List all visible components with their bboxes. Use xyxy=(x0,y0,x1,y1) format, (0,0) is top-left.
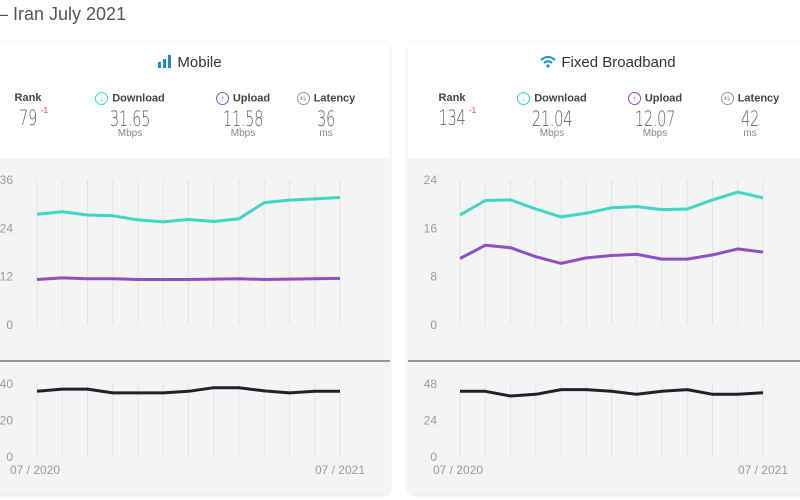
y-tick-label: 12 xyxy=(0,270,13,284)
latency-label: Latency xyxy=(737,92,780,105)
y-tick-label: 24 xyxy=(424,173,438,187)
y-tick-label: 0 xyxy=(6,318,13,332)
latency-metric: ⇆ Latency 42 ms xyxy=(695,92,800,139)
rank-label: Rank xyxy=(438,92,466,104)
rank-value: 134 xyxy=(438,106,466,130)
download-label: Download xyxy=(112,92,165,105)
y-tick-label: 0 xyxy=(430,318,437,332)
fixed-broadband-card: Fixed Broadband Rank 134 -1 ↓ Download 21… xyxy=(408,42,800,494)
download-unit: Mbps xyxy=(117,128,143,139)
mobile-card: Mobile Rank 79 -1 ↓ Download 31.65 Mbps ↑… xyxy=(0,42,390,494)
chart-area xyxy=(0,158,390,494)
latency-label: Latency xyxy=(313,92,356,105)
latency-metric: ⇆ Latency 36 ms xyxy=(271,92,381,139)
arrow-up-circle-icon: ↑ xyxy=(627,92,641,105)
upload-unit: Mbps xyxy=(642,128,668,139)
mobile-chart: 0 12 24 36 07 / 2020 07 / 2021 0 20 40 xyxy=(0,173,390,477)
upload-value: 11.58 xyxy=(222,107,264,131)
page-title: – Iran July 2021 xyxy=(0,4,127,24)
y-tick-label: 36 xyxy=(0,173,13,187)
upload-metric: ↑ Upload 12.07 Mbps xyxy=(600,92,710,139)
upload-value: 12.07 xyxy=(634,107,676,131)
rank-change: -1 xyxy=(41,106,49,115)
wifi-icon xyxy=(540,55,557,72)
upload-label: Upload xyxy=(232,92,271,105)
rank-value: 79 xyxy=(18,106,38,130)
latency-unit: ms xyxy=(319,128,333,139)
fixed-broadband-chart: 0 8 16 24 07 / 2020 07 / 2021 0 24 48 xyxy=(408,173,800,477)
arrow-down-circle-icon: ↓ xyxy=(517,92,531,105)
x-tick-label-end: 07 / 2021 xyxy=(738,463,788,477)
card-title: Mobile xyxy=(0,54,390,72)
upload-unit: Mbps xyxy=(230,128,256,139)
y-tick-label: 24 xyxy=(424,414,438,428)
arrow-down-circle-icon: ↓ xyxy=(95,92,109,105)
x-tick-label-start: 07 / 2020 xyxy=(10,463,60,477)
chart-area xyxy=(408,158,800,494)
exchange-circle-icon: ⇆ xyxy=(296,92,310,105)
y-tick-label: 0 xyxy=(6,450,13,464)
upload-line xyxy=(36,276,341,281)
y-tick-label: 0 xyxy=(430,450,437,464)
download-metric: ↓ Download 31.65 Mbps xyxy=(75,92,185,139)
card-title-text: Mobile xyxy=(177,54,222,71)
exchange-circle-icon: ⇆ xyxy=(720,92,734,105)
signal-bars-icon xyxy=(158,54,172,72)
x-tick-label-end: 07 / 2021 xyxy=(315,463,365,477)
arrow-up-circle-icon: ↑ xyxy=(215,92,229,105)
latency-unit: ms xyxy=(743,128,757,139)
latency-value: 42 xyxy=(740,107,760,131)
y-tick-label: 20 xyxy=(0,414,13,428)
download-metric: ↓ Download 21.04 Mbps xyxy=(497,92,607,139)
rank-label: Rank xyxy=(14,92,42,104)
download-label: Download xyxy=(534,92,587,105)
y-tick-label: 8 xyxy=(430,270,437,284)
y-tick-label: 48 xyxy=(424,377,438,391)
upload-label: Upload xyxy=(644,92,683,105)
latency-value: 36 xyxy=(316,107,336,131)
rank-metric: Rank 134 -1 xyxy=(408,92,507,130)
download-unit: Mbps xyxy=(539,128,565,139)
card-title-text: Fixed Broadband xyxy=(561,54,676,71)
y-tick-label: 40 xyxy=(0,377,13,391)
y-tick-label: 16 xyxy=(424,221,438,235)
download-value: 31.65 xyxy=(109,107,151,131)
x-tick-label-start: 07 / 2020 xyxy=(433,463,483,477)
card-title: Fixed Broadband xyxy=(408,54,800,72)
download-value: 21.04 xyxy=(531,107,573,131)
rank-metric: Rank 79 -1 xyxy=(0,92,83,130)
y-tick-label: 24 xyxy=(0,221,13,235)
upload-metric: ↑ Upload 11.58 Mbps xyxy=(188,92,298,139)
rank-change: -1 xyxy=(469,106,477,115)
